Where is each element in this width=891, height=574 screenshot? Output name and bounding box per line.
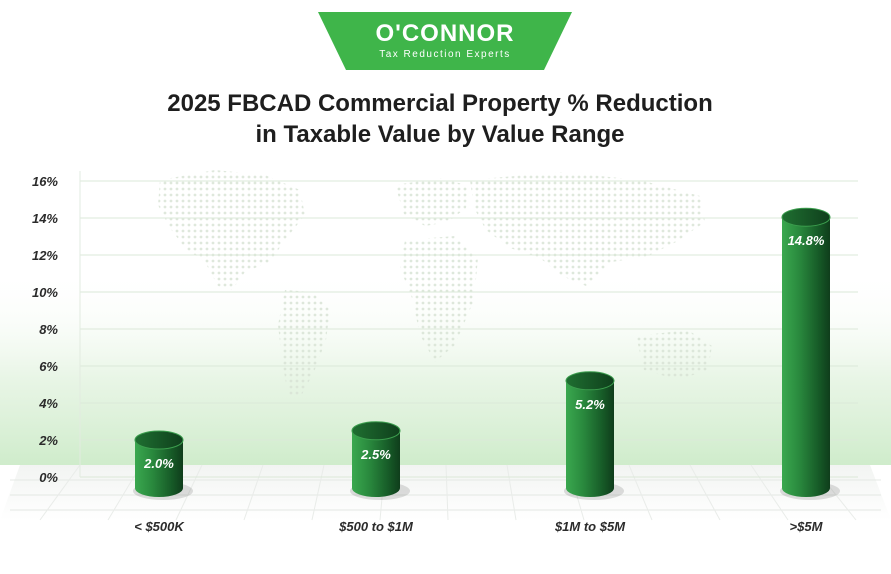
bar-top	[134, 430, 184, 450]
y-tick-label: 14%	[32, 211, 58, 226]
x-tick-label: < $500K	[134, 519, 185, 534]
bar: 14.8%	[780, 207, 840, 500]
y-tick-label: 12%	[32, 248, 58, 263]
y-axis: 0% 2% 4% 6% 8% 10% 12% 14% 16%	[32, 174, 58, 485]
y-tick-label: 8%	[39, 322, 58, 337]
bar-top	[351, 421, 401, 441]
bar-value-label: 2.0%	[143, 456, 174, 471]
chart-floor	[0, 465, 891, 520]
bar-layer: 2.0% 2.5% 5.2% 14.8%	[133, 207, 840, 500]
grid-layer	[79, 171, 858, 478]
brand-name: O'CONNOR	[375, 20, 515, 47]
bar-value-label: 2.5%	[360, 447, 391, 462]
bar-top	[565, 371, 615, 391]
bar: 5.2%	[564, 371, 624, 500]
brand-tagline: Tax Reduction Experts	[379, 49, 511, 60]
bar-body	[566, 380, 614, 497]
y-tick-label: 6%	[39, 359, 58, 374]
chart-title-line-1: 2025 FBCAD Commercial Property % Reducti…	[167, 90, 713, 117]
y-tick-label: 0%	[39, 470, 58, 485]
y-tick-label: 16%	[32, 174, 58, 189]
y-tick-label: 4%	[38, 396, 58, 411]
brand-logo: O'CONNOR Tax Reduction Experts	[318, 12, 572, 70]
y-tick-label: 10%	[32, 285, 58, 300]
bar: 2.5%	[350, 421, 410, 500]
bar-body	[352, 430, 400, 497]
world-map-background	[158, 170, 712, 398]
x-tick-label: $500 to $1M	[338, 519, 414, 534]
x-tick-label: >$5M	[790, 519, 824, 534]
bar-value-label: 14.8%	[788, 233, 825, 248]
bar-body	[135, 440, 183, 497]
bar-body	[782, 217, 830, 497]
x-tick-label: $1M to $5M	[554, 519, 626, 534]
bar-top	[781, 207, 831, 227]
x-axis: < $500K $500 to $1M $1M to $5M >$5M	[134, 519, 823, 534]
chart-title-line-2: in Taxable Value by Value Range	[255, 121, 625, 148]
bar-value-label: 5.2%	[575, 397, 605, 412]
bar: 2.0%	[133, 430, 193, 500]
chart-title: 2025 FBCAD Commercial Property % Reducti…	[100, 88, 780, 150]
logo-banner-shape	[318, 12, 572, 70]
y-tick-label: 2%	[38, 433, 58, 448]
